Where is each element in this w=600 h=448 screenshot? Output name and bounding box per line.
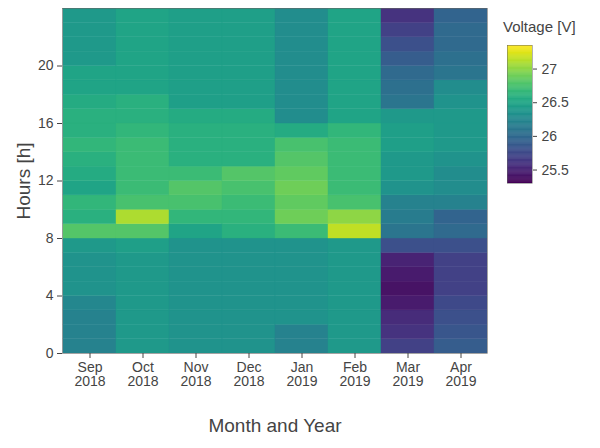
svg-text:Sep2018: Sep2018 [74, 359, 105, 389]
svg-text:25.5: 25.5 [542, 162, 569, 178]
svg-text:Oct2018: Oct2018 [127, 359, 158, 389]
svg-text:4: 4 [46, 287, 54, 303]
svg-text:0: 0 [46, 345, 54, 361]
svg-text:Feb2019: Feb2019 [339, 359, 370, 389]
svg-text:Jan2019: Jan2019 [286, 359, 317, 389]
svg-text:16: 16 [38, 115, 54, 131]
svg-text:26.5: 26.5 [542, 94, 569, 110]
svg-text:12: 12 [38, 172, 54, 188]
svg-text:20: 20 [38, 57, 54, 73]
svg-text:Dec2018: Dec2018 [233, 359, 264, 389]
svg-text:Month and Year: Month and Year [208, 415, 342, 436]
svg-text:Mar2019: Mar2019 [392, 359, 423, 389]
svg-text:26: 26 [542, 128, 558, 144]
html-text:Voltage [V]: Voltage [V] [503, 18, 576, 35]
svg-text:Hours [h]: Hours [h] [13, 142, 34, 219]
svg-text:27: 27 [542, 61, 558, 77]
svg-text:Nov2018: Nov2018 [180, 359, 211, 389]
svg-text:8: 8 [46, 230, 54, 246]
svg-text:Apr2019: Apr2019 [445, 359, 476, 389]
